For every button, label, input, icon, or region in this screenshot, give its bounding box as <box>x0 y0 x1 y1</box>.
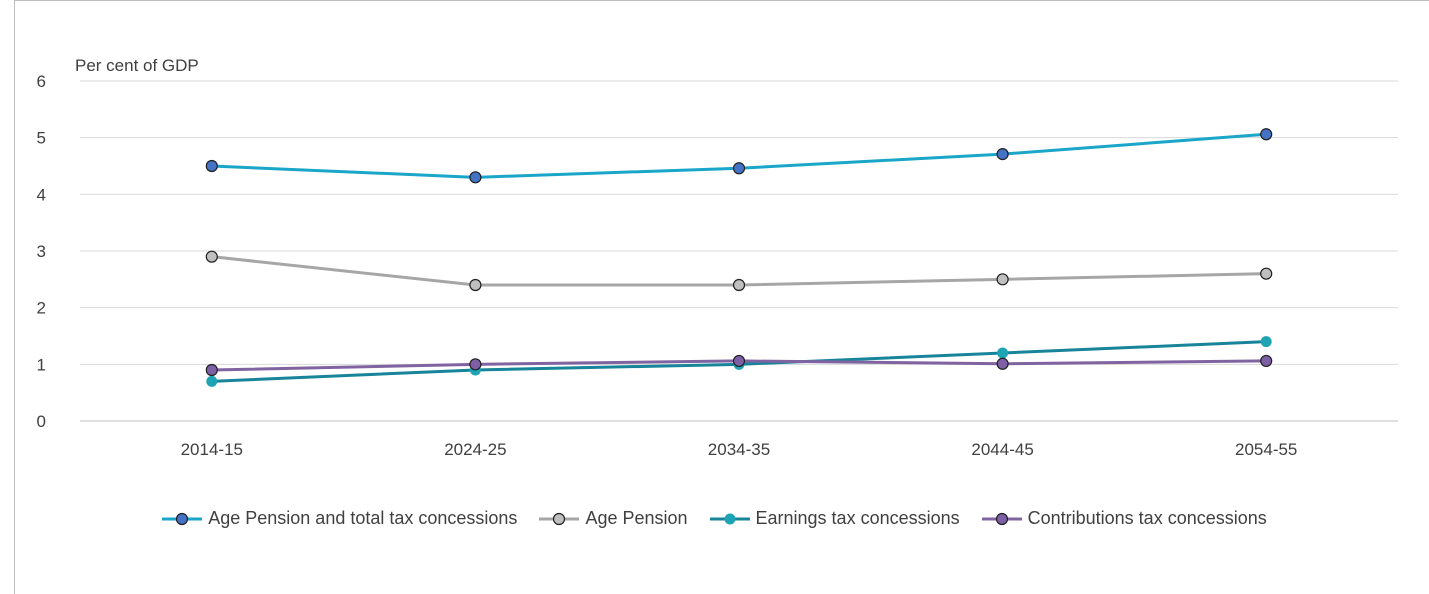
y-tick-label: 5 <box>37 129 46 148</box>
legend-swatch <box>539 512 580 525</box>
y-tick-label: 6 <box>37 72 46 91</box>
data-point <box>206 375 218 387</box>
data-point <box>997 347 1009 359</box>
legend-item: Age Pension <box>539 508 688 529</box>
data-point <box>469 358 482 371</box>
x-tick-label: 2054-55 <box>1235 440 1297 459</box>
y-tick-label: 4 <box>37 185 46 204</box>
data-point <box>1260 128 1273 141</box>
x-tick-label: 2014-15 <box>181 440 243 459</box>
data-point <box>205 159 218 173</box>
y-axis-label: Per cent of GDP <box>75 56 199 75</box>
legend: Age Pension and total tax concessions Age… <box>0 508 1429 529</box>
data-point <box>469 278 482 292</box>
x-tick-label: 2044-45 <box>971 440 1033 459</box>
data-point <box>205 250 218 263</box>
legend-swatch <box>162 512 203 525</box>
x-tick-label: 2034-35 <box>708 440 770 459</box>
data-point <box>732 354 746 368</box>
legend-swatch <box>709 513 750 524</box>
y-tick-label: 2 <box>37 299 46 318</box>
data-point <box>732 162 746 175</box>
legend-item: Contributions tax concessions <box>981 508 1267 529</box>
y-tick-label: 3 <box>37 242 46 261</box>
data-point <box>1260 267 1273 280</box>
data-point <box>996 357 1009 370</box>
data-point <box>732 278 746 292</box>
legend-swatch <box>981 512 1022 525</box>
legend-item: Age Pension and total tax concessions <box>162 508 517 529</box>
data-point <box>1260 354 1273 368</box>
data-point <box>469 171 482 184</box>
y-tick-label: 0 <box>37 412 46 431</box>
data-point <box>205 363 218 377</box>
data-point <box>996 273 1009 286</box>
chart-area <box>14 0 1429 594</box>
legend-label: Age Pension and total tax concessions <box>208 508 518 528</box>
data-point <box>1260 336 1272 348</box>
legend-item: Earnings tax concessions <box>709 508 960 529</box>
data-point <box>996 148 1009 161</box>
legend-label: Age Pension <box>585 508 688 528</box>
legend-label: Earnings tax concessions <box>755 508 960 528</box>
x-tick-label: 2024-25 <box>444 440 506 459</box>
y-tick-label: 1 <box>37 355 46 374</box>
legend-label: Contributions tax concessions <box>1027 508 1267 528</box>
